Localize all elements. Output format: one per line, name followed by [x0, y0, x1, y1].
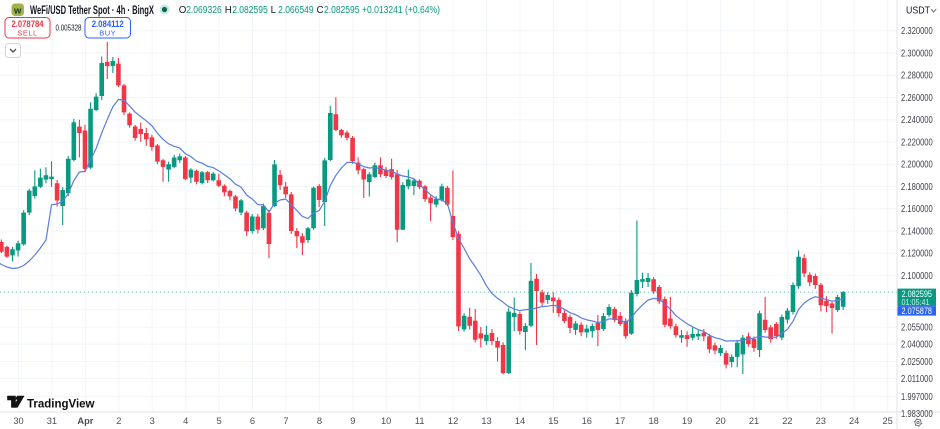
svg-text:WeFi/USD Tether Spot · 4h · Bi: WeFi/USD Tether Spot · 4h · BingX: [30, 5, 154, 17]
svg-text:10: 10: [381, 416, 391, 426]
svg-text:30: 30: [13, 416, 23, 426]
svg-text:2.200000: 2.200000: [901, 160, 933, 171]
svg-text:2.180000: 2.180000: [901, 182, 933, 193]
svg-text:TradingView: TradingView: [27, 396, 95, 410]
svg-text:2.240000: 2.240000: [901, 115, 933, 126]
svg-text:w: w: [13, 5, 22, 16]
svg-text:8: 8: [317, 416, 322, 426]
svg-text:23: 23: [816, 416, 826, 426]
svg-text:2.025000: 2.025000: [901, 357, 933, 368]
svg-text:11: 11: [415, 416, 425, 426]
svg-text:2.084112: 2.084112: [92, 19, 124, 30]
svg-text:12: 12: [448, 416, 458, 426]
svg-text:2.280000: 2.280000: [901, 71, 933, 82]
svg-text:17: 17: [615, 416, 625, 426]
svg-text:2: 2: [116, 416, 121, 426]
svg-text:2.082595: 2.082595: [232, 5, 268, 16]
svg-text:14: 14: [515, 416, 525, 426]
svg-text:16: 16: [582, 416, 592, 426]
svg-text:01:05:41: 01:05:41: [902, 297, 930, 307]
svg-text:0.005328: 0.005328: [56, 22, 82, 32]
svg-text:L: L: [271, 5, 277, 16]
svg-text:2.082595: 2.082595: [324, 5, 360, 16]
svg-text:Apr: Apr: [77, 416, 93, 426]
svg-text:1.983000: 1.983000: [901, 409, 933, 420]
svg-text:5: 5: [217, 416, 222, 426]
svg-text:22: 22: [782, 416, 792, 426]
svg-text:2.320000: 2.320000: [901, 26, 933, 37]
svg-text:2.120000: 2.120000: [901, 249, 933, 260]
svg-text:2.078784: 2.078784: [12, 19, 45, 30]
svg-text:2.011000: 2.011000: [901, 374, 933, 385]
svg-text:2.066549: 2.066549: [278, 5, 314, 16]
svg-text:+0.013241 (+0.64%): +0.013241 (+0.64%): [362, 5, 440, 16]
svg-text:2.260000: 2.260000: [901, 93, 933, 104]
svg-text:31: 31: [47, 416, 57, 426]
svg-text:BUY: BUY: [99, 29, 116, 38]
svg-text:13: 13: [481, 416, 491, 426]
svg-text:2.140000: 2.140000: [901, 226, 933, 237]
svg-text:19: 19: [682, 416, 692, 426]
svg-text:SELL: SELL: [17, 29, 37, 38]
svg-text:C: C: [317, 5, 324, 16]
svg-text:2.220000: 2.220000: [901, 137, 933, 148]
svg-text:2.040000: 2.040000: [901, 340, 933, 351]
svg-text:6: 6: [250, 416, 255, 426]
svg-text:2.082595: 2.082595: [902, 289, 933, 299]
svg-text:21: 21: [749, 416, 759, 426]
svg-text:2.100000: 2.100000: [901, 271, 933, 282]
svg-text:3: 3: [150, 416, 155, 426]
svg-text:4: 4: [183, 416, 188, 426]
svg-text:O: O: [179, 5, 187, 16]
svg-text:25: 25: [883, 416, 893, 426]
svg-text:9: 9: [350, 416, 355, 426]
svg-text:2.075878: 2.075878: [902, 306, 933, 316]
svg-text:7: 7: [283, 416, 288, 426]
svg-text:24: 24: [849, 416, 859, 426]
svg-text:2.300000: 2.300000: [901, 48, 933, 59]
svg-text:2.160000: 2.160000: [901, 204, 933, 215]
svg-text:1.997000: 1.997000: [901, 392, 933, 403]
svg-text:USDT: USDT: [906, 6, 930, 17]
svg-text:18: 18: [649, 416, 659, 426]
svg-text:20: 20: [715, 416, 725, 426]
svg-text:15: 15: [548, 416, 558, 426]
svg-text:2.055000: 2.055000: [901, 323, 933, 334]
svg-text:2.069326: 2.069326: [186, 5, 222, 16]
svg-text:H: H: [225, 5, 232, 16]
